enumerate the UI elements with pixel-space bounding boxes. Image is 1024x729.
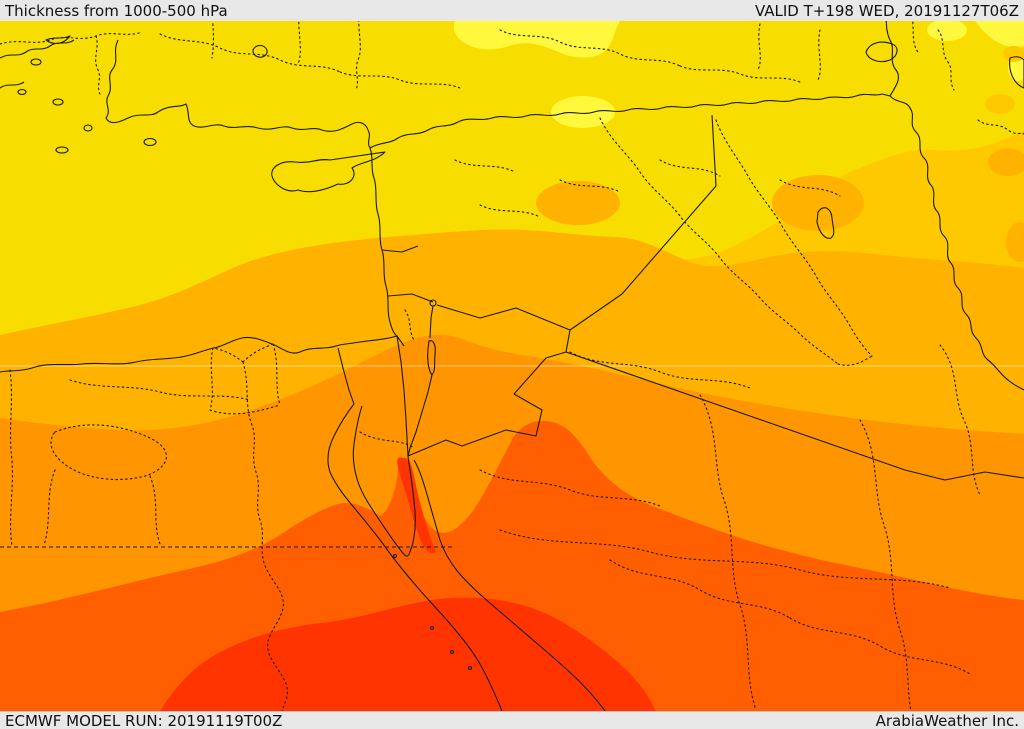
- fill-bright-yellow-pocket: [927, 19, 967, 41]
- coastline-anatolia-levant-egypt: [0, 39, 398, 373]
- fill-red-aqaba-sliver: [397, 457, 436, 554]
- border-iraq-saudi: [565, 351, 1024, 481]
- dotted-greece-turkey-border: [95, 35, 101, 95]
- island-rhodes: [143, 137, 157, 147]
- island-red-sea: [467, 665, 473, 671]
- lake-van: [865, 41, 898, 63]
- coast-greece: [0, 81, 25, 89]
- dotted-anatolia-river: [355, 9, 361, 91]
- border-turkey-syria: [369, 93, 883, 149]
- coast-cyprus: [271, 151, 386, 193]
- dotted-west-desert-track: [149, 475, 161, 545]
- dotted-delta-province: [272, 343, 281, 406]
- dotted-nile-delta-branch: [212, 347, 244, 363]
- lake-urmia: [1009, 56, 1024, 89]
- dotted-iran-border-detail: [937, 29, 955, 91]
- lake-tuz: [252, 44, 268, 58]
- dotted-balkan-border: [0, 31, 143, 45]
- brand-credit-label: ArabiaWeather Inc.: [875, 711, 1019, 729]
- island-aegean: [83, 124, 93, 132]
- border-lebanon-syria: [381, 245, 419, 253]
- border-israel-lebanon: [387, 293, 434, 303]
- lake-dead-sea: [427, 340, 436, 376]
- fill-red-south: [150, 597, 662, 729]
- dotted-euphrates-river: [599, 117, 839, 365]
- dotted-caucasus-border: [817, 29, 821, 81]
- dotted-nile-delta-branch: [242, 343, 274, 363]
- dotted-anatolia-river: [499, 29, 681, 67]
- border-israel-jordan-arava: [407, 374, 433, 457]
- footer-bar: ECMWF MODEL RUN: 20191119T00Z ArabiaWeat…: [0, 711, 1024, 729]
- dotted-saudi-province: [479, 469, 661, 507]
- dotted-tigris-river: [715, 119, 873, 357]
- coast-red-sea-east: [413, 459, 619, 729]
- map-title: Thickness from 1000-500 hPa: [5, 1, 228, 20]
- dotted-israel-detail: [404, 309, 415, 341]
- border-syria-iraq: [569, 114, 717, 331]
- dotted-iraq-province: [659, 159, 721, 177]
- coast-greece: [0, 39, 75, 59]
- island-red-sea: [392, 553, 398, 559]
- dotted-river-junction: [837, 355, 873, 366]
- dotted-anatolia-river: [159, 33, 341, 73]
- dotted-saudi-province: [939, 344, 981, 496]
- border-iran: [883, 0, 1024, 391]
- island-aegean: [52, 98, 64, 106]
- lake-tharthar: [816, 207, 835, 239]
- dotted-syria-province: [479, 204, 541, 218]
- fill-gold-pocket: [1003, 46, 1024, 62]
- dotted-anatolia-river: [757, 23, 761, 71]
- river-jordan: [429, 305, 434, 339]
- dotted-anatolia-river: [211, 0, 215, 59]
- border-turkey-iraq: [881, 93, 891, 97]
- fill-bright-yellow-pocket: [551, 96, 615, 128]
- fill-amber-patch-iran-edge: [968, 286, 1024, 330]
- dotted-saudi-province: [499, 529, 951, 589]
- dotted-west-desert-track: [69, 379, 251, 401]
- fill-amber-patch-iran-edge: [988, 148, 1024, 176]
- fill-amber-patch-nesyria: [772, 175, 864, 231]
- border-syria-jordan: [436, 304, 571, 331]
- fill-amber-patch-syria: [536, 181, 620, 225]
- island-aegean: [55, 146, 69, 154]
- coast-sinai: [352, 405, 416, 557]
- border-jordan-saudi-zigzag: [407, 329, 571, 457]
- coast-red-sea-west: [327, 403, 509, 729]
- island-aegean: [17, 88, 27, 96]
- dotted-syria-province: [454, 159, 516, 173]
- dotted-nile-river: [242, 361, 288, 729]
- border-gaza: [396, 335, 405, 347]
- dotted-delta-province: [209, 404, 281, 415]
- island-aegean: [30, 58, 42, 66]
- border-israel-egypt: [396, 335, 409, 457]
- coast-gallipoli: [45, 35, 71, 45]
- island-red-sea: [429, 625, 435, 631]
- dotted-qattara-depression: [50, 424, 167, 481]
- lake-galilee: [429, 299, 437, 307]
- dotted-iran-border-detail: [977, 119, 1024, 135]
- fill-gold-pocket: [985, 94, 1015, 114]
- dotted-iraq-province: [779, 179, 841, 197]
- model-run-label: ECMWF MODEL RUN: 20191119T00Z: [5, 711, 283, 729]
- fill-amber-patch-iran-edge: [1006, 222, 1024, 262]
- island-red-sea: [449, 649, 455, 655]
- header-bar: Thickness from 1000-500 hPa VALID T+198 …: [0, 0, 1024, 21]
- valid-time-label: VALID T+198 WED, 20191127T06Z: [754, 1, 1019, 20]
- suez-canal: [337, 347, 355, 405]
- dotted-saudi-province: [569, 351, 751, 389]
- dotted-west-desert-track: [43, 469, 56, 546]
- dotted-saudi-province: [609, 559, 791, 619]
- dotted-syria-province: [559, 179, 621, 193]
- dotted-delta-province: [209, 347, 214, 411]
- dotted-saudi-province: [789, 617, 971, 675]
